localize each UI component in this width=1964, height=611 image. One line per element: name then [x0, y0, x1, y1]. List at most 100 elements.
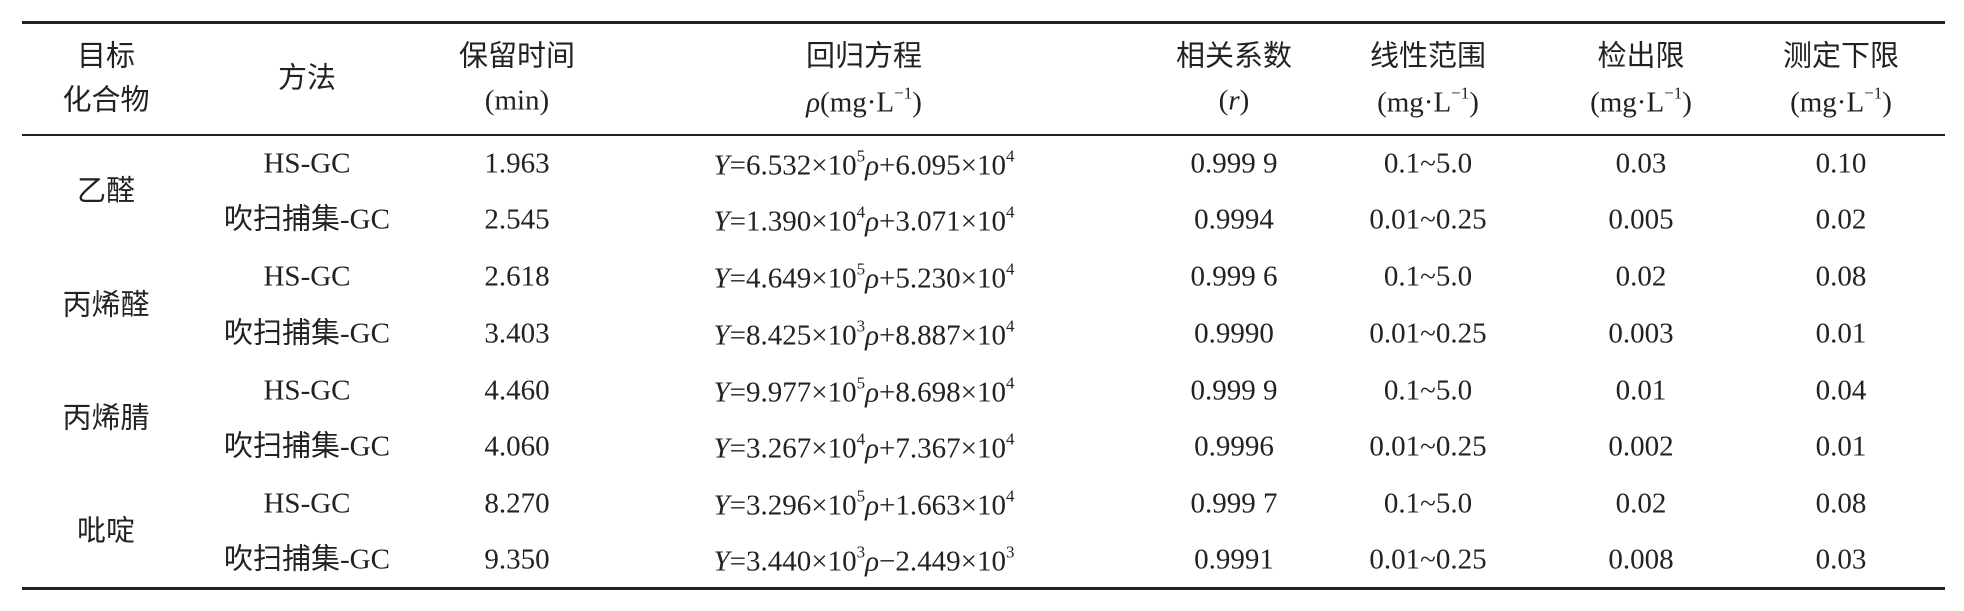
superscript: 4	[856, 429, 866, 449]
text-segment: =8.425×10	[729, 319, 857, 352]
text-segment: )	[1469, 86, 1479, 119]
superscript: 4	[1006, 259, 1015, 279]
header-cell: 化合物	[62, 84, 150, 117]
text-segment: 相关系数	[1175, 40, 1293, 73]
text-segment: ρ	[865, 205, 880, 238]
superscript: 3	[856, 542, 866, 562]
superscript: −1	[894, 83, 913, 103]
superscript: 3	[1006, 542, 1015, 562]
table-cell: HS-GC	[263, 147, 351, 180]
text-segment: (mg·L	[1377, 86, 1452, 119]
target-cell: 丙烯醛	[62, 289, 150, 321]
text-segment: Y	[713, 432, 730, 465]
superscript: −1	[1664, 83, 1683, 103]
text-segment: +8.887×10	[879, 319, 1006, 352]
header-cell: ρ(mg·L−1)	[806, 85, 922, 118]
header-rule	[22, 134, 1945, 136]
text-segment: 目标	[76, 40, 136, 73]
header-cell: (r)	[1219, 86, 1250, 116]
text-segment: ρ	[865, 376, 880, 409]
text-segment: =4.649×10	[729, 262, 857, 295]
header-cell: 方法	[277, 62, 337, 95]
superscript: 5	[856, 486, 866, 506]
header-cell: 保留时间	[458, 40, 576, 73]
table-cell: 0.01	[1815, 430, 1867, 463]
table-cell: 0.02	[1815, 203, 1867, 236]
table-cell: 0.9994	[1194, 203, 1274, 236]
table-cell: 0.01~0.25	[1369, 430, 1487, 463]
table-cell: 0.999 6	[1190, 260, 1278, 293]
superscript: 3	[856, 316, 866, 336]
text-segment: 测定下限	[1782, 40, 1900, 73]
text-segment: 方法	[277, 62, 337, 95]
table-cell: 0.003	[1608, 317, 1674, 350]
table-cell: 0.999 7	[1190, 487, 1278, 520]
table-cell: 吹扫捕集-GC	[224, 203, 390, 236]
text-segment: 保留时间	[458, 40, 576, 73]
table-cell: 2.618	[484, 260, 550, 293]
superscript: 5	[856, 146, 866, 166]
text-segment: ρ	[865, 545, 880, 578]
superscript: 4	[1006, 202, 1015, 222]
table-cell: 4.060	[484, 430, 550, 463]
text-segment: ρ	[865, 432, 880, 465]
superscript: 4	[1006, 316, 1015, 336]
superscript: 4	[1006, 429, 1015, 449]
text-segment: ρ	[865, 149, 880, 182]
table-cell: 0.999 9	[1190, 147, 1278, 180]
text-segment: 化合物	[62, 84, 150, 117]
text-segment: ρ	[865, 319, 880, 352]
superscript: 4	[1006, 373, 1015, 393]
header-cell: 相关系数	[1175, 40, 1293, 73]
table-cell: 0.01~0.25	[1369, 317, 1487, 350]
text-segment: =6.532×10	[729, 149, 857, 182]
text-segment: (min)	[484, 84, 550, 117]
text-segment: +7.367×10	[879, 432, 1006, 465]
table-cell: 0.10	[1815, 147, 1867, 180]
table-cell: 0.008	[1608, 543, 1674, 576]
target-cell: 乙醛	[76, 175, 136, 208]
superscript: −1	[1451, 83, 1470, 103]
header-cell: (min)	[484, 84, 550, 117]
table-cell: 4.460	[484, 374, 550, 407]
table-cell: 1.963	[484, 147, 550, 180]
header-cell: (mg·L−1)	[1790, 85, 1892, 118]
table-cell: 0.9990	[1194, 317, 1274, 350]
table-cell: Y=1.390×104ρ+3.071×104	[714, 204, 1015, 237]
text-segment: =9.977×10	[729, 376, 857, 409]
text-segment: 检出限	[1597, 40, 1685, 73]
table-cell: 0.01~0.25	[1369, 203, 1487, 236]
header-cell: 回归方程	[806, 42, 922, 72]
target-cell: 吡啶	[76, 515, 136, 548]
superscript: 4	[856, 202, 866, 222]
text-segment: Y	[713, 545, 730, 578]
table-cell: 0.1~5.0	[1383, 147, 1473, 180]
table-cell: Y=4.649×105ρ+5.230×104	[714, 261, 1015, 294]
table-cell: HS-GC	[263, 260, 351, 293]
text-segment: −2.449×10	[879, 545, 1006, 578]
table-cell: 0.002	[1608, 430, 1674, 463]
table-cell: 0.01~0.25	[1369, 543, 1487, 576]
table-cell: 0.03	[1615, 147, 1667, 180]
text-segment: =3.267×10	[729, 432, 857, 465]
text-segment: =1.390×10	[729, 205, 857, 238]
text-segment: )	[1882, 86, 1892, 119]
table-cell: 0.1~5.0	[1383, 374, 1473, 407]
table-cell: Y=6.532×105ρ+6.095×104	[714, 148, 1015, 181]
text-segment: Y	[713, 205, 730, 238]
table-cell: 2.545	[484, 203, 550, 236]
header-cell: 测定下限	[1782, 40, 1900, 73]
target-cell: 丙烯腈	[62, 402, 150, 435]
table-cell: Y=8.425×103ρ+8.887×104	[714, 318, 1015, 351]
table-cell: HS-GC	[263, 487, 351, 520]
text-segment: Y	[713, 149, 730, 182]
table-cell: 3.403	[484, 317, 550, 350]
text-segment: (mg·L	[1590, 86, 1665, 119]
table-cell: 0.005	[1608, 203, 1674, 236]
superscript: 5	[856, 373, 866, 393]
table-cell: 0.1~5.0	[1383, 260, 1473, 293]
header-cell: 线性范围	[1370, 42, 1486, 72]
table-cell: 0.1~5.0	[1383, 487, 1473, 520]
text-segment: )	[1682, 86, 1692, 119]
superscript: 4	[1006, 146, 1015, 166]
